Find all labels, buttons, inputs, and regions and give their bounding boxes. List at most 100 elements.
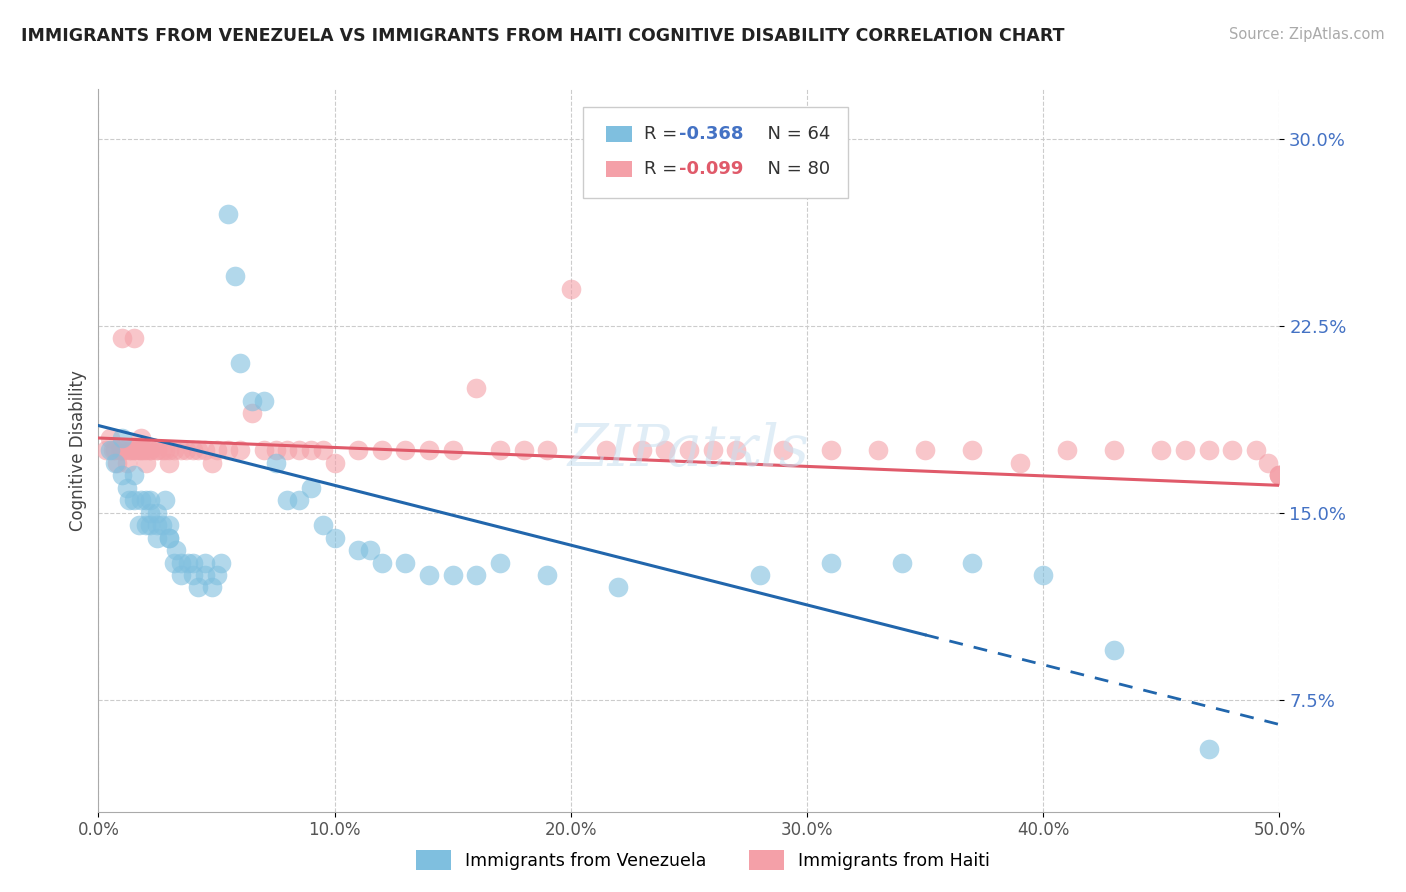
Text: IMMIGRANTS FROM VENEZUELA VS IMMIGRANTS FROM HAITI COGNITIVE DISABILITY CORRELAT: IMMIGRANTS FROM VENEZUELA VS IMMIGRANTS … bbox=[21, 27, 1064, 45]
Point bbox=[118, 493, 141, 508]
Point bbox=[441, 568, 464, 582]
Point bbox=[108, 443, 131, 458]
Point bbox=[890, 556, 912, 570]
Point bbox=[128, 518, 150, 533]
Point bbox=[111, 431, 134, 445]
Point bbox=[224, 268, 246, 283]
Point bbox=[135, 493, 157, 508]
Point bbox=[139, 493, 162, 508]
Point bbox=[560, 281, 582, 295]
Point bbox=[276, 443, 298, 458]
Point bbox=[371, 556, 394, 570]
Point bbox=[418, 568, 440, 582]
Point bbox=[112, 443, 135, 458]
Point bbox=[165, 543, 187, 558]
Point bbox=[187, 581, 209, 595]
Point bbox=[129, 493, 152, 508]
Point bbox=[748, 568, 770, 582]
Point bbox=[98, 431, 121, 445]
Point bbox=[170, 556, 193, 570]
Point bbox=[122, 331, 145, 345]
Point bbox=[595, 443, 617, 458]
Point bbox=[122, 493, 145, 508]
Point bbox=[135, 456, 157, 470]
Point bbox=[139, 506, 162, 520]
FancyBboxPatch shape bbox=[606, 126, 633, 142]
Text: -0.099: -0.099 bbox=[679, 160, 744, 178]
Point bbox=[323, 531, 346, 545]
Point bbox=[1032, 568, 1054, 582]
Point bbox=[312, 518, 335, 533]
Text: R =: R = bbox=[644, 125, 683, 143]
Point bbox=[157, 531, 180, 545]
Text: R =: R = bbox=[644, 160, 683, 178]
Point bbox=[150, 443, 173, 458]
Point bbox=[264, 456, 287, 470]
Point bbox=[1268, 468, 1291, 483]
Point bbox=[772, 443, 794, 458]
Point bbox=[146, 531, 169, 545]
Point bbox=[288, 493, 311, 508]
Point bbox=[118, 443, 141, 458]
Point bbox=[104, 456, 127, 470]
Point bbox=[194, 556, 217, 570]
FancyBboxPatch shape bbox=[606, 161, 633, 177]
Point bbox=[240, 406, 263, 420]
Point bbox=[418, 443, 440, 458]
Point bbox=[394, 443, 416, 458]
Point bbox=[299, 443, 322, 458]
Point bbox=[135, 518, 157, 533]
Point bbox=[630, 443, 652, 458]
Point bbox=[139, 518, 162, 533]
Point bbox=[98, 443, 121, 458]
Point bbox=[914, 443, 936, 458]
Point bbox=[820, 443, 842, 458]
Point bbox=[157, 443, 180, 458]
Point bbox=[139, 443, 162, 458]
Text: Source: ZipAtlas.com: Source: ZipAtlas.com bbox=[1229, 27, 1385, 42]
Point bbox=[101, 443, 124, 458]
Point bbox=[276, 493, 298, 508]
Point bbox=[146, 443, 169, 458]
Point bbox=[177, 556, 200, 570]
Point bbox=[157, 456, 180, 470]
Point bbox=[1220, 443, 1243, 458]
Text: ZIPatкls: ZIPatкls bbox=[568, 422, 810, 479]
Point bbox=[465, 568, 488, 582]
Point bbox=[229, 443, 252, 458]
Point bbox=[157, 531, 180, 545]
Point bbox=[347, 443, 370, 458]
Point bbox=[607, 581, 630, 595]
Point bbox=[217, 443, 239, 458]
Point bbox=[725, 443, 748, 458]
Point bbox=[1257, 456, 1279, 470]
Point bbox=[323, 456, 346, 470]
Point bbox=[181, 568, 204, 582]
Point bbox=[205, 568, 228, 582]
Point bbox=[146, 443, 169, 458]
Point bbox=[128, 443, 150, 458]
Point bbox=[1268, 468, 1291, 483]
Point bbox=[163, 443, 186, 458]
Point bbox=[201, 456, 224, 470]
Point bbox=[1198, 742, 1220, 756]
Point bbox=[536, 568, 558, 582]
Point bbox=[1244, 443, 1267, 458]
Point bbox=[489, 443, 512, 458]
Point bbox=[1056, 443, 1078, 458]
Point bbox=[135, 443, 157, 458]
Point bbox=[157, 518, 180, 533]
Point bbox=[441, 443, 464, 458]
Y-axis label: Cognitive Disability: Cognitive Disability bbox=[69, 370, 87, 531]
Point bbox=[121, 443, 143, 458]
Point bbox=[371, 443, 394, 458]
Point bbox=[264, 443, 287, 458]
Point bbox=[465, 381, 488, 395]
Point bbox=[347, 543, 370, 558]
Text: -0.368: -0.368 bbox=[679, 125, 744, 143]
Point bbox=[153, 443, 176, 458]
Point bbox=[866, 443, 889, 458]
Point bbox=[194, 568, 217, 582]
Point bbox=[962, 556, 984, 570]
Text: N = 80: N = 80 bbox=[756, 160, 831, 178]
